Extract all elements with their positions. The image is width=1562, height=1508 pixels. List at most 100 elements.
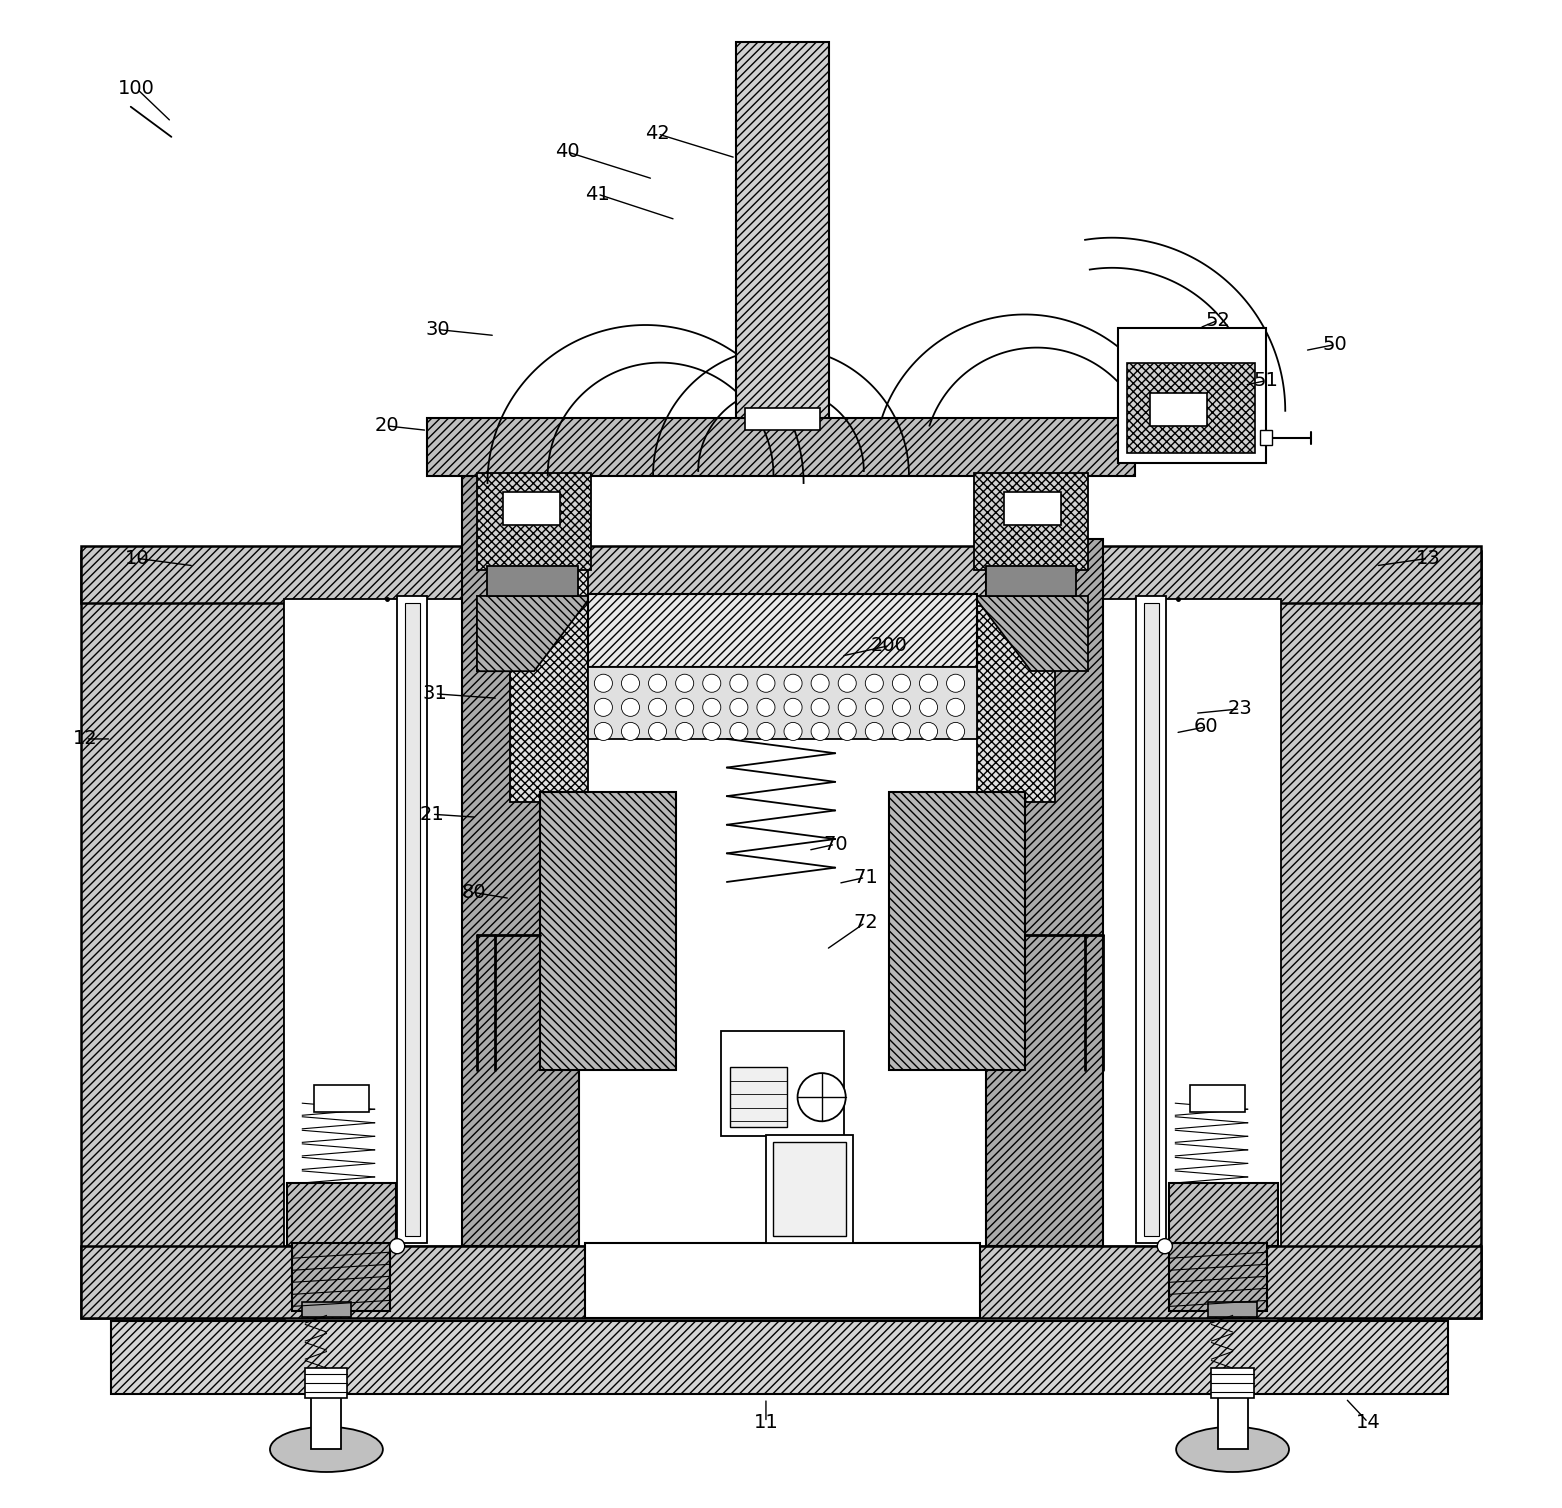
Circle shape — [865, 722, 884, 740]
Circle shape — [758, 698, 775, 716]
Text: 60: 60 — [1193, 718, 1218, 736]
Circle shape — [784, 674, 801, 692]
Bar — [1212, 1368, 1254, 1398]
Circle shape — [947, 674, 965, 692]
Bar — [1278, 550, 1481, 1318]
Text: 13: 13 — [1415, 549, 1440, 569]
Text: 50: 50 — [1323, 335, 1348, 354]
Circle shape — [892, 674, 911, 692]
Text: 100: 100 — [119, 80, 155, 98]
Circle shape — [703, 722, 720, 740]
Circle shape — [892, 722, 911, 740]
Circle shape — [648, 722, 667, 740]
Bar — [303, 1301, 350, 1316]
Text: 41: 41 — [586, 184, 609, 204]
Circle shape — [920, 722, 937, 740]
Bar — [1259, 430, 1271, 445]
Bar — [311, 1389, 342, 1449]
Circle shape — [595, 674, 612, 692]
Bar — [986, 566, 1076, 596]
Bar — [405, 603, 420, 1235]
Circle shape — [920, 674, 937, 692]
Circle shape — [839, 722, 856, 740]
Circle shape — [729, 722, 748, 740]
Bar — [111, 1321, 1448, 1393]
Circle shape — [622, 674, 639, 692]
Circle shape — [595, 698, 612, 716]
Bar — [1217, 1389, 1248, 1449]
Bar — [81, 546, 1481, 603]
Text: 21: 21 — [420, 805, 444, 823]
Bar — [292, 1243, 389, 1310]
Circle shape — [703, 674, 720, 692]
Bar — [586, 1243, 979, 1318]
Bar — [462, 430, 580, 1246]
Bar — [476, 472, 592, 570]
Bar — [736, 42, 829, 418]
Circle shape — [729, 674, 748, 692]
Bar — [428, 418, 1134, 475]
Circle shape — [811, 722, 829, 740]
Bar — [1170, 1182, 1278, 1246]
Bar — [81, 550, 284, 1318]
Text: 14: 14 — [1356, 1413, 1381, 1431]
Text: 31: 31 — [422, 685, 447, 703]
Circle shape — [622, 698, 639, 716]
Bar — [487, 566, 578, 596]
Text: 71: 71 — [853, 869, 878, 887]
Ellipse shape — [270, 1427, 383, 1472]
Circle shape — [811, 674, 829, 692]
Circle shape — [676, 674, 694, 692]
Text: 11: 11 — [753, 1413, 778, 1431]
Bar — [1004, 492, 1061, 525]
Circle shape — [389, 1238, 405, 1253]
Circle shape — [865, 674, 884, 692]
Bar — [511, 538, 589, 802]
Circle shape — [595, 722, 612, 740]
Circle shape — [676, 698, 694, 716]
Text: 20: 20 — [375, 416, 398, 436]
Bar — [889, 792, 1025, 1071]
Text: 52: 52 — [1204, 311, 1229, 330]
Bar — [397, 596, 428, 1243]
Text: 42: 42 — [645, 124, 670, 143]
Bar — [1170, 1243, 1267, 1310]
Bar — [986, 538, 1103, 1246]
Text: 10: 10 — [125, 549, 148, 569]
Bar — [287, 1182, 395, 1246]
Circle shape — [622, 722, 639, 740]
Polygon shape — [476, 596, 592, 671]
Bar — [1209, 1301, 1257, 1316]
Circle shape — [784, 698, 801, 716]
Circle shape — [729, 698, 748, 716]
Bar — [314, 1086, 369, 1113]
Circle shape — [1157, 1238, 1173, 1253]
Text: 12: 12 — [73, 730, 98, 748]
Circle shape — [839, 674, 856, 692]
Circle shape — [784, 722, 801, 740]
Circle shape — [703, 698, 720, 716]
Bar — [745, 407, 820, 430]
Bar — [1143, 603, 1159, 1235]
Bar — [1128, 362, 1256, 452]
Text: 51: 51 — [1253, 371, 1278, 391]
Circle shape — [865, 698, 884, 716]
Text: 23: 23 — [1228, 700, 1253, 718]
Circle shape — [758, 722, 775, 740]
Text: 80: 80 — [462, 884, 486, 902]
Text: 30: 30 — [425, 320, 450, 339]
Bar — [976, 606, 1054, 802]
Circle shape — [920, 698, 937, 716]
Circle shape — [839, 698, 856, 716]
Circle shape — [892, 698, 911, 716]
Circle shape — [947, 698, 965, 716]
Bar — [1136, 596, 1167, 1243]
Bar — [305, 1368, 347, 1398]
Bar — [284, 599, 1281, 1246]
Circle shape — [676, 722, 694, 740]
Circle shape — [648, 698, 667, 716]
Bar — [81, 1246, 1481, 1318]
Polygon shape — [973, 596, 1089, 671]
Text: 40: 40 — [555, 142, 580, 161]
Text: 72: 72 — [853, 912, 878, 932]
